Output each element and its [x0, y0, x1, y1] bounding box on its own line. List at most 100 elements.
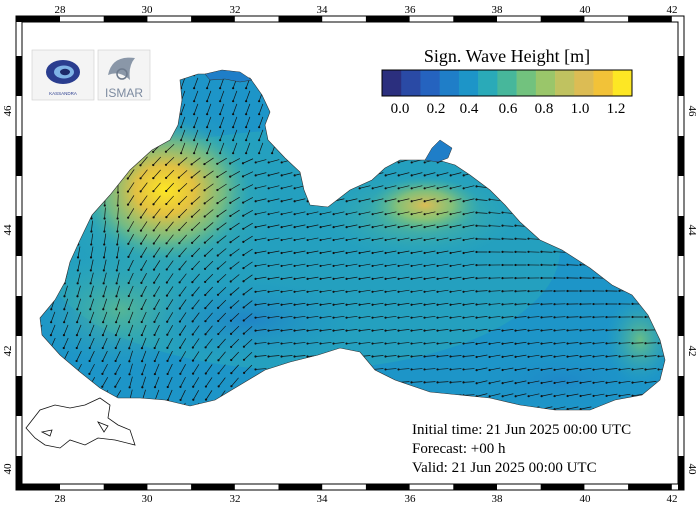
wave-arrow: [178, 208, 188, 219]
wave-arrow: [371, 289, 384, 293]
wave-arrow: [384, 342, 397, 345]
wave-arrow: [191, 260, 200, 271]
wave-arrow: [358, 263, 371, 268]
wave-arrow: [139, 182, 148, 193]
wave-arrow: [193, 142, 199, 155]
wave-arrow: [63, 298, 69, 311]
wave-arrow: [644, 368, 657, 371]
wave-arrow: [192, 377, 200, 388]
wave-arrow: [462, 368, 475, 371]
wave-arrow: [217, 299, 227, 309]
wave-arrow: [191, 273, 200, 284]
wave-arrow: [397, 368, 410, 371]
forecast-lead-text: Forecast: +00 h: [412, 441, 506, 457]
wave-arrow: [306, 263, 319, 268]
wave-arrow: [397, 185, 410, 190]
wave-arrow: [618, 315, 631, 319]
wave-arrow: [258, 129, 264, 142]
colorbar-tick-label: 0.6: [499, 101, 518, 117]
lon-label-bottom: 32: [230, 493, 241, 505]
wave-arrow: [206, 90, 212, 103]
wave-arrow: [217, 338, 226, 349]
wave-arrow: [242, 300, 253, 309]
wave-arrow: [306, 224, 319, 229]
wave-arrow: [62, 324, 69, 337]
wave-arrow: [180, 103, 186, 116]
wave-arrow: [178, 299, 187, 310]
wave-arrow: [166, 312, 174, 323]
wave-arrow: [216, 235, 227, 244]
wave-arrow: [618, 380, 631, 384]
wave-arrow: [397, 329, 410, 332]
wave-arrow: [332, 276, 345, 280]
wave-arrow: [165, 273, 174, 284]
wave-arrow: [475, 237, 488, 240]
wave-arrow: [115, 259, 120, 272]
wave-arrow: [410, 211, 423, 216]
wave-arrow: [514, 303, 527, 306]
wave-arrow: [514, 393, 527, 398]
wave-arrow: [114, 324, 121, 337]
wave-arrow: [242, 274, 253, 283]
wave-arrow: [254, 302, 267, 306]
wave-arrow: [293, 329, 306, 332]
wave-arrow: [293, 315, 306, 319]
lon-label-top: 42: [667, 4, 678, 16]
wave-arrow: [49, 324, 56, 337]
wave-arrow: [63, 285, 68, 298]
wave-arrow: [345, 237, 358, 242]
wave-arrow: [527, 329, 540, 332]
wave-arrow: [191, 338, 200, 349]
wave-arrow: [116, 194, 119, 207]
wave-arrow: [553, 289, 566, 293]
wave-arrow: [462, 342, 475, 345]
lat-label-right: 46: [686, 106, 698, 118]
wave-arrow: [203, 247, 214, 257]
wave-arrow: [115, 311, 121, 324]
wave-arrow: [462, 198, 475, 203]
wave-arrow: [306, 289, 319, 293]
wave-arrow: [514, 341, 527, 345]
wave-arrow: [89, 246, 94, 259]
wave-arrow: [204, 325, 213, 336]
wave-arrow: [592, 316, 605, 319]
wave-arrow: [152, 169, 161, 180]
wave-arrow: [178, 312, 187, 323]
wave-arrow: [89, 298, 95, 311]
wave-arrow: [475, 277, 488, 280]
wave-arrow: [449, 315, 462, 319]
wave-arrow: [527, 354, 540, 358]
wave-arrow: [332, 315, 345, 319]
wave-arrow: [128, 337, 134, 350]
wave-arrow: [592, 380, 605, 384]
nw-lagoon: [204, 69, 253, 83]
wave-arrow: [475, 185, 488, 188]
wave-arrow: [566, 289, 579, 293]
wave-arrow: [216, 222, 227, 231]
wave-arrow: [488, 237, 501, 240]
wave-arrow: [243, 364, 253, 374]
wave-arrow: [579, 329, 592, 332]
wave-arrow: [293, 237, 306, 242]
wave-arrow: [566, 276, 579, 280]
wave-arrow: [217, 312, 227, 323]
wave-arrow: [514, 354, 527, 358]
wave-arrow: [475, 198, 488, 201]
wave-arrow: [527, 237, 540, 240]
colorbar-swatch: [420, 70, 440, 96]
wave-arrow: [177, 157, 188, 166]
wave-arrow: [462, 224, 475, 229]
wave-arrow: [306, 237, 319, 242]
wave-arrow: [76, 285, 81, 298]
wave-arrow: [254, 159, 267, 164]
wave-arrow: [293, 355, 306, 358]
wave-arrow: [115, 298, 121, 311]
wave-arrow: [89, 285, 94, 298]
colorbar-tick-label: 0.2: [427, 101, 446, 117]
wave-arrow: [371, 302, 384, 306]
wave-arrow: [345, 315, 358, 319]
wave-arrow: [177, 170, 188, 179]
wave-arrow: [127, 208, 135, 219]
wave-arrow: [127, 221, 135, 232]
wave-arrow: [618, 355, 631, 358]
